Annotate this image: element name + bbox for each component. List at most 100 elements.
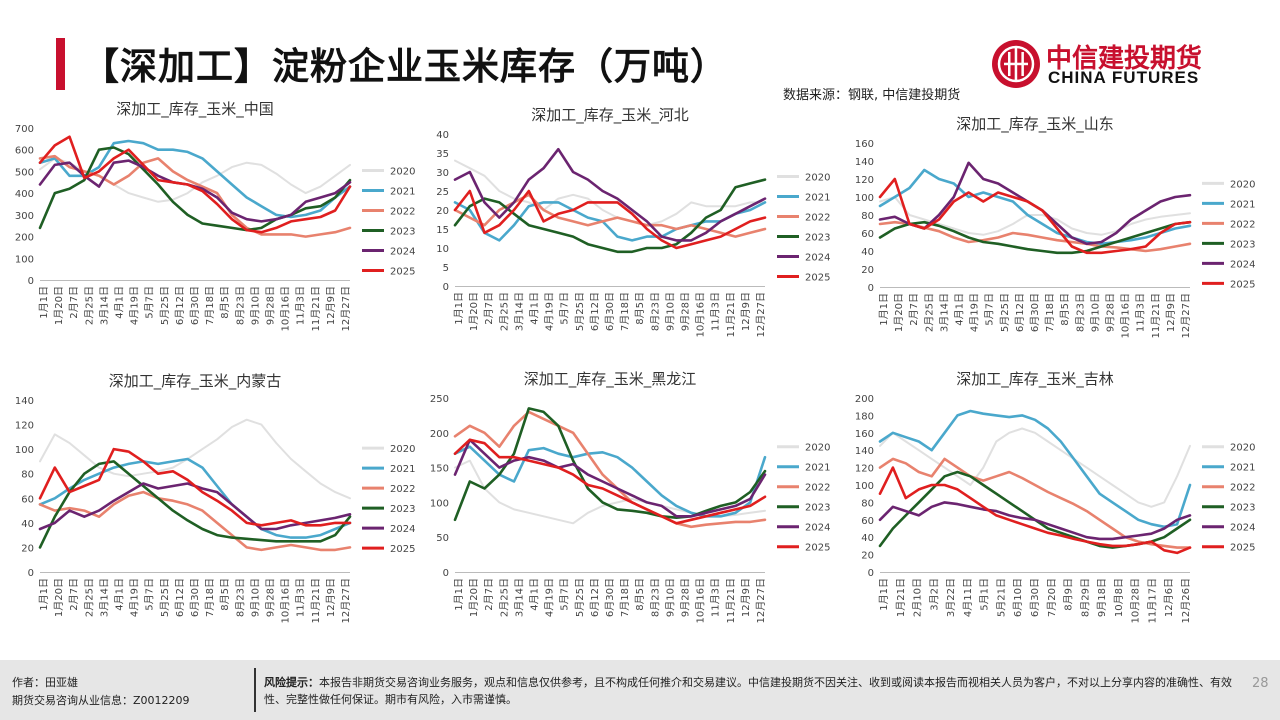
license-info: 期货交易咨询从业信息：Z0012209 [12, 694, 190, 707]
chart-title: 深加工_库存_玉米_山东 [956, 115, 1114, 134]
legend-label-2022: 2022 [805, 483, 830, 494]
y-tick-label: 250 [430, 394, 449, 405]
series-line-2025 [38, 447, 352, 527]
legend-label-2023: 2023 [390, 227, 415, 238]
x-tick-label: 6月30日 [189, 286, 201, 325]
legend-label-2023: 2023 [805, 503, 830, 514]
series-line-2025 [453, 189, 767, 250]
x-tick-label: 1月1日 [453, 292, 465, 325]
x-tick-label: 11月3日 [295, 578, 307, 617]
x-tick-label: 5月7日 [144, 286, 156, 319]
y-tick-label: 60 [21, 494, 34, 505]
series-line-2025 [878, 177, 1192, 255]
y-tick-label: 10 [436, 244, 449, 255]
y-tick-label: 140 [855, 157, 874, 168]
series-line-2022 [453, 410, 767, 529]
x-tick-label: 2月7日 [483, 292, 495, 325]
title-accent-bar [56, 38, 65, 90]
chart-jilin: 深加工_库存_玉米_吉林 0 20 40 60 80 100 120 140 160 180 200 1… [855, 370, 1256, 623]
page-title: 【深加工】淀粉企业玉米库存（万吨） [82, 45, 728, 88]
y-tick-label: 35 [436, 149, 449, 160]
series-line-2021 [453, 445, 767, 518]
x-tick-label: 9月28日 [265, 286, 277, 325]
x-tick-label: 4月19日 [129, 286, 141, 325]
series-line-2022 [453, 193, 767, 238]
series-line-2024 [453, 147, 767, 242]
x-tick-label: 10月16日 [280, 578, 292, 623]
y-tick-label: 30 [436, 168, 449, 179]
y-tick-label: 140 [15, 396, 34, 407]
series-line-2022 [38, 154, 352, 238]
x-tick-label: 12月9日 [325, 578, 337, 617]
chart-title: 深加工_库存_玉米_黑龙江 [524, 370, 697, 389]
y-tick-label: 0 [868, 283, 874, 294]
series-line-2020 [454, 159, 766, 227]
x-tick-label: 4月1日 [114, 578, 126, 611]
x-tick-label: 3月22日 [945, 578, 957, 617]
y-tick-label: 40 [21, 519, 34, 530]
x-tick-label: 5月7日 [559, 578, 571, 611]
citic-logo-icon [992, 40, 1040, 88]
x-tick-label: 12月9日 [1165, 293, 1177, 332]
footer: 作者：田亚雄 期货交易咨询从业信息：Z0012209 风险提示：本报告非期货交易… [0, 660, 1280, 720]
series-line-2023 [453, 178, 767, 254]
chart-title: 深加工_库存_玉米_内蒙古 [109, 372, 282, 391]
x-tick-label: 8月5日 [219, 286, 231, 319]
x-tick-label: 5月25日 [574, 292, 586, 331]
legend-label-2025: 2025 [1230, 279, 1255, 290]
x-tick-label: 4月19日 [544, 578, 556, 617]
x-tick-label: 8月23日 [234, 578, 246, 617]
x-tick-label: 2月25日 [923, 293, 935, 332]
y-tick-label: 60 [861, 516, 874, 527]
legend-label-2022: 2022 [1230, 219, 1255, 230]
y-tick-label: 0 [28, 276, 34, 287]
x-tick-label: 6月10日 [1012, 578, 1024, 617]
x-tick-label: 3月14日 [513, 578, 525, 617]
x-tick-label: 9月10日 [664, 292, 676, 331]
company-logo: 中信建投期货 CHINA FUTURES [990, 38, 1230, 90]
x-tick-label: 5月25日 [159, 286, 171, 325]
x-tick-label: 4月19日 [544, 292, 556, 331]
series-line-2020 [879, 427, 1191, 508]
legend-label-2024: 2024 [1230, 259, 1255, 270]
x-tick-label: 5月25日 [999, 293, 1011, 332]
legend-label-2024: 2024 [390, 247, 415, 258]
x-tick-label: 12月9日 [740, 578, 752, 617]
series-line-2021 [453, 201, 767, 242]
x-tick-label: 1月1日 [38, 286, 50, 319]
x-tick-label: 8月29日 [1079, 578, 1091, 617]
x-tick-label: 2月25日 [83, 286, 95, 325]
x-tick-label: 1月21日 [895, 578, 907, 617]
legend-label-2021: 2021 [390, 187, 415, 198]
y-tick-label: 180 [855, 411, 874, 422]
legend-label-2025: 2025 [805, 543, 830, 554]
x-tick-label: 4月1日 [529, 578, 541, 611]
legend-label-2023: 2023 [805, 233, 830, 244]
x-tick-label: 8月5日 [634, 578, 646, 611]
legend-label-2023: 2023 [1230, 239, 1255, 250]
x-tick-label: 7月18日 [204, 286, 216, 325]
legend-label-2020: 2020 [805, 173, 830, 184]
x-tick-label: 1月20日 [53, 578, 65, 617]
page-number: 28 [1252, 676, 1269, 691]
y-tick-label: 20 [861, 265, 874, 276]
logo-english-name: CHINA FUTURES [1048, 68, 1200, 87]
x-tick-label: 4月19日 [129, 578, 141, 617]
x-tick-label: 6月12日 [1014, 293, 1026, 332]
x-tick-label: 5月1日 [979, 578, 991, 611]
series-line-2021 [38, 457, 352, 539]
legend-label-2024: 2024 [805, 523, 830, 534]
legend-label-2025: 2025 [805, 273, 830, 284]
y-tick-label: 200 [855, 394, 874, 405]
x-tick-label: 12月6日 [1163, 578, 1175, 617]
legend-label-2021: 2021 [805, 193, 830, 204]
x-tick-label: 11月3日 [1135, 293, 1147, 332]
x-tick-label: 7月18日 [204, 578, 216, 617]
chart-title: 深加工_库存_玉米_河北 [531, 106, 689, 125]
chart-china: 深加工_库存_玉米_中国 0 100 200 300 400 500 600 700 1月1日 1月… [15, 100, 416, 331]
footer-divider [254, 668, 256, 712]
x-tick-label: 11月21日 [310, 578, 322, 623]
y-tick-label: 80 [861, 498, 874, 509]
y-tick-label: 120 [855, 175, 874, 186]
legend-label-2024: 2024 [390, 524, 415, 535]
